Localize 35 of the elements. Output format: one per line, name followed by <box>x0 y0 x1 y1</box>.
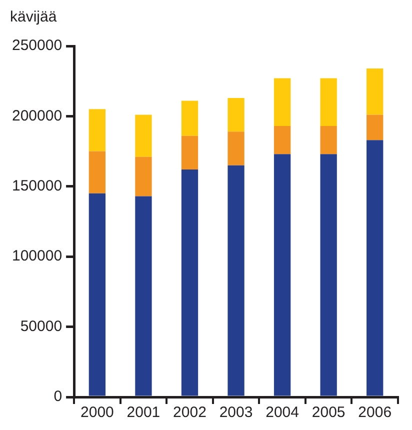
y-tick-label: 250000 <box>12 37 62 54</box>
bar <box>274 126 291 154</box>
x-tick-label: 2001 <box>126 404 160 422</box>
bar <box>320 78 337 126</box>
bar <box>228 98 244 132</box>
y-tick-label: 0 <box>54 388 62 406</box>
y-axis-title: kävijää <box>10 8 58 26</box>
x-tick-label: 2002 <box>173 404 206 422</box>
x-tick-label: 2000 <box>80 404 114 422</box>
bar <box>228 165 244 396</box>
bar <box>274 154 291 396</box>
bar <box>135 196 152 396</box>
bar <box>366 114 384 140</box>
bar <box>228 132 244 166</box>
bar <box>88 109 106 152</box>
bar <box>135 156 152 196</box>
bar <box>366 140 384 396</box>
bar <box>181 136 198 170</box>
bar <box>181 170 198 396</box>
x-tick-label: 2006 <box>358 404 392 422</box>
bar <box>366 68 384 115</box>
x-tick-label: 2003 <box>219 404 253 422</box>
x-tick-label: 2004 <box>266 404 299 422</box>
bar <box>320 126 337 154</box>
x-tick-label: 2005 <box>312 404 346 422</box>
y-tick-label: 200000 <box>12 107 62 124</box>
bar <box>181 100 198 136</box>
y-tick-label: 100000 <box>12 248 62 265</box>
bar <box>88 193 106 396</box>
y-tick-label: 50000 <box>20 318 62 335</box>
bar <box>274 78 291 126</box>
bar <box>320 154 337 396</box>
bar <box>88 151 106 194</box>
y-tick-label: 150000 <box>12 178 62 195</box>
bar <box>135 114 152 157</box>
